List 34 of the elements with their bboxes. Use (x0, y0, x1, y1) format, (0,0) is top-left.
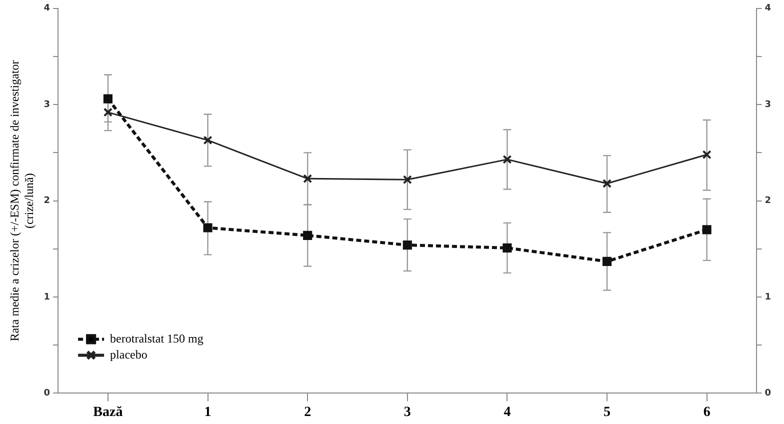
point (602, 178, 612, 188)
y2-tick-label: 3 (764, 100, 772, 110)
point (103, 108, 113, 117)
y-tick-label: 0 (44, 388, 50, 399)
x-tick-label: 2 (304, 405, 312, 420)
x-tick-label: 1 (204, 405, 212, 420)
x-tick-label: 6 (703, 405, 710, 420)
point (103, 94, 113, 104)
x-tick-label: 5 (604, 405, 611, 420)
point (502, 243, 512, 252)
y2-tick-label: 0 (764, 388, 772, 399)
y-axis-title: Rata medie a crizelor (+/-ESM) confirmate de investigator (crize/lună) (7, 60, 36, 342)
point (602, 256, 612, 266)
x-tick-label: 4 (504, 405, 511, 420)
point (402, 175, 412, 184)
x-tick-label: 3 (404, 405, 411, 420)
x-tick-label: Bază (93, 405, 123, 420)
y-tick-label: 4 (44, 4, 50, 14)
y2-tick-label: 4 (764, 4, 772, 14)
point (502, 154, 512, 164)
point (702, 225, 712, 234)
legend-label: placebo (110, 347, 148, 362)
y2-tick-label: 2 (764, 196, 772, 206)
y-tick-label: 2 (44, 196, 50, 206)
y-tick-label: 3 (44, 100, 50, 110)
point (203, 223, 212, 232)
point (402, 240, 412, 250)
legend-label: berotralstat 150 mg (110, 331, 204, 346)
point (203, 136, 212, 145)
y2-tick-label: 1 (764, 292, 772, 302)
point (303, 174, 312, 184)
point (303, 230, 312, 240)
point (702, 150, 712, 160)
y-tick-label: 1 (44, 292, 50, 302)
